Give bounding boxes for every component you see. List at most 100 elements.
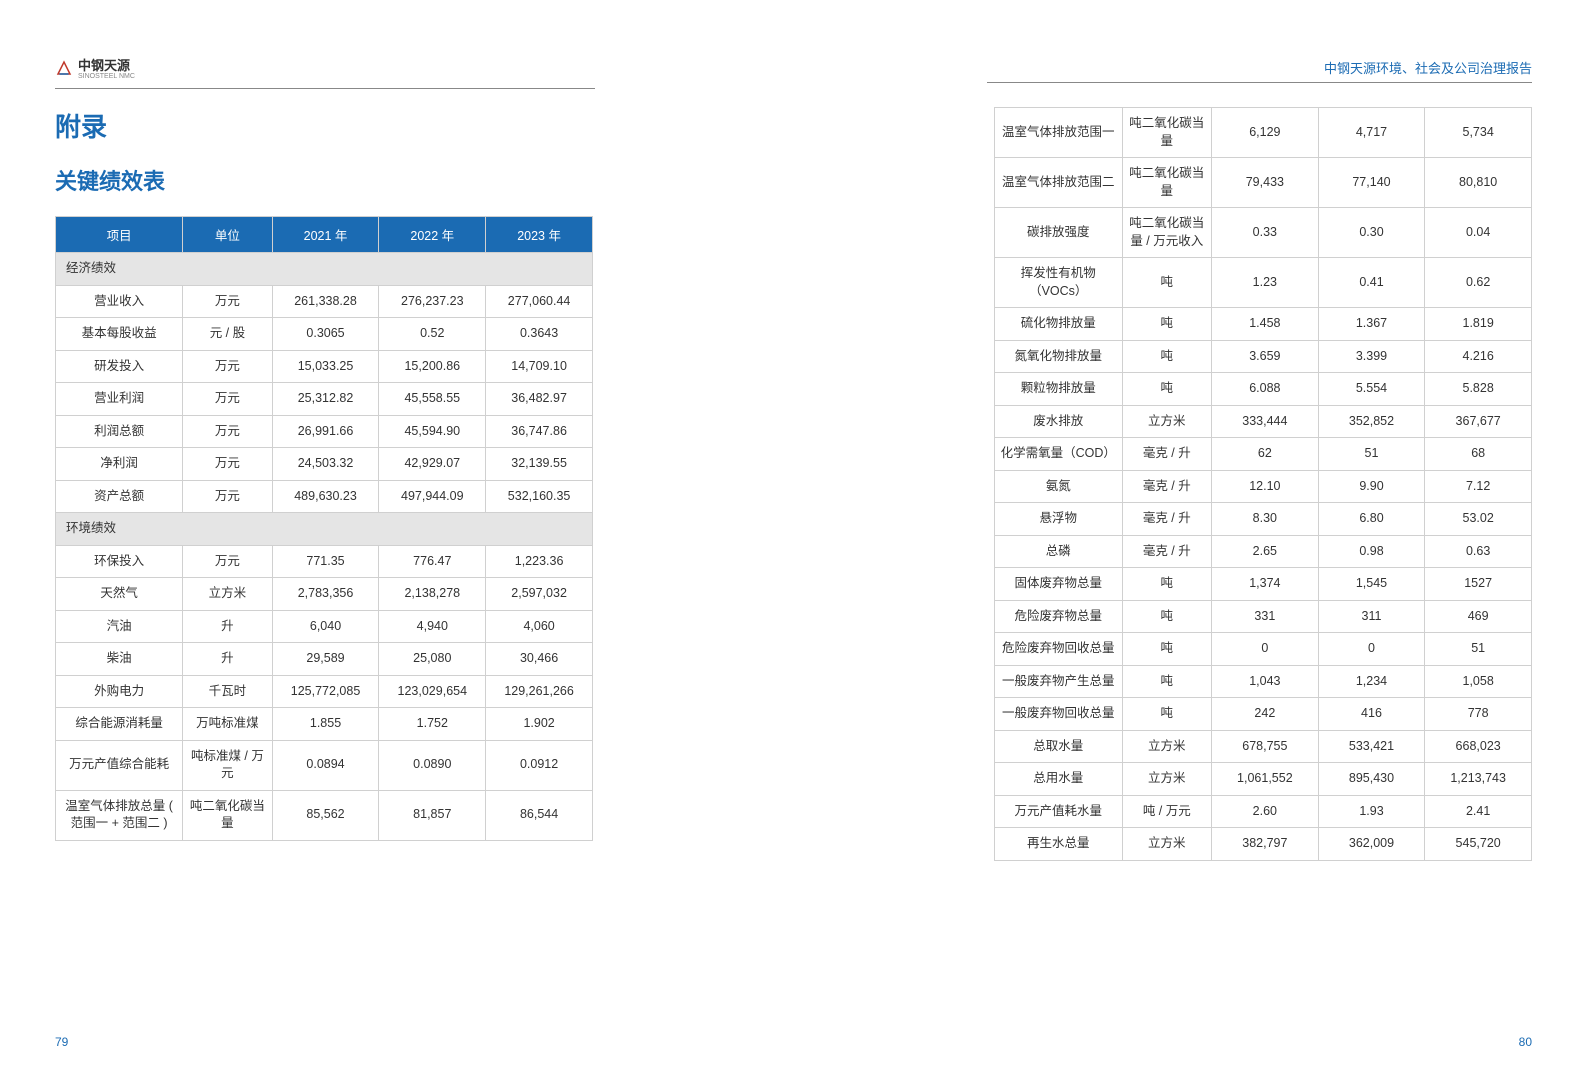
table-row: 再生水总量立方米382,797362,009545,720 <box>995 828 1532 861</box>
table-cell: 综合能源消耗量 <box>56 708 183 741</box>
left-column: 附录 关键绩效表 项目单位2021 年2022 年2023 年 经济绩效营业收入… <box>55 107 593 861</box>
table-row: 净利润万元24,503.3242,929.0732,139.55 <box>56 448 593 481</box>
table-cell: 24,503.32 <box>272 448 379 481</box>
table-cell: 1,058 <box>1425 665 1532 698</box>
table-cell: 51 <box>1425 633 1532 666</box>
table-cell: 0.41 <box>1318 258 1425 308</box>
table-cell: 25,080 <box>379 643 486 676</box>
table-cell: 778 <box>1425 698 1532 731</box>
table-cell: 0.0894 <box>272 740 379 790</box>
table-cell: 62 <box>1212 438 1319 471</box>
table-cell: 4,717 <box>1318 108 1425 158</box>
table-cell: 天然气 <box>56 578 183 611</box>
table-cell: 吨二氧化碳当量 <box>1122 158 1211 208</box>
table-cell: 毫克 / 升 <box>1122 470 1211 503</box>
table-row: 研发投入万元15,033.2515,200.8614,709.10 <box>56 350 593 383</box>
table-header-cell: 2022 年 <box>379 217 486 253</box>
table-cell: 立方米 <box>1122 730 1211 763</box>
table-cell: 15,033.25 <box>272 350 379 383</box>
table-cell: 1,223.36 <box>486 545 593 578</box>
table-cell: 85,562 <box>272 790 379 840</box>
table-cell: 废水排放 <box>995 405 1123 438</box>
table-cell: 吨二氧化碳当量 <box>1122 108 1211 158</box>
table-cell: 万元 <box>183 448 272 481</box>
table-cell: 总用水量 <box>995 763 1123 796</box>
table-cell: 危险废弃物回收总量 <box>995 633 1123 666</box>
table-cell: 碳排放强度 <box>995 208 1123 258</box>
table-cell: 1,213,743 <box>1425 763 1532 796</box>
table-row: 万元产值综合能耗吨标准煤 / 万元0.08940.08900.0912 <box>56 740 593 790</box>
table-cell: 123,029,654 <box>379 675 486 708</box>
table-cell: 0.04 <box>1425 208 1532 258</box>
table-cell: 0 <box>1212 633 1319 666</box>
table-cell: 0.52 <box>379 318 486 351</box>
table-cell: 0.62 <box>1425 258 1532 308</box>
table-cell: 30,466 <box>486 643 593 676</box>
table-cell: 4,940 <box>379 610 486 643</box>
table-cell: 1,061,552 <box>1212 763 1319 796</box>
table-cell: 469 <box>1425 600 1532 633</box>
table-cell: 45,594.90 <box>379 415 486 448</box>
table-cell: 吨二氧化碳当量 / 万元收入 <box>1122 208 1211 258</box>
table-cell: 4,060 <box>486 610 593 643</box>
table-cell: 再生水总量 <box>995 828 1123 861</box>
table-cell: 6,040 <box>272 610 379 643</box>
table-row: 万元产值耗水量吨 / 万元2.601.932.41 <box>995 795 1532 828</box>
table-cell: 0.63 <box>1425 535 1532 568</box>
table-cell: 吨 <box>1122 698 1211 731</box>
table-cell: 2,783,356 <box>272 578 379 611</box>
page-number-left: 79 <box>55 1035 68 1049</box>
table-cell: 1527 <box>1425 568 1532 601</box>
table-row: 温室气体排放总量 ( 范围一 + 范围二 )吨二氧化碳当量85,56281,85… <box>56 790 593 840</box>
table-cell: 776.47 <box>379 545 486 578</box>
table-row: 挥发性有机物（VOCs）吨1.230.410.62 <box>995 258 1532 308</box>
header-divider-right <box>987 82 1532 83</box>
table-row: 营业收入万元261,338.28276,237.23277,060.44 <box>56 285 593 318</box>
table-cell: 489,630.23 <box>272 480 379 513</box>
table-cell: 362,009 <box>1318 828 1425 861</box>
table-cell: 86,544 <box>486 790 593 840</box>
header-divider-left <box>55 88 595 89</box>
logo: 中钢天源 SINOSTEEL NMC <box>55 55 135 80</box>
table-cell: 53.02 <box>1425 503 1532 536</box>
table-cell: 79,433 <box>1212 158 1319 208</box>
table-cell: 129,261,266 <box>486 675 593 708</box>
table-cell: 固体废弃物总量 <box>995 568 1123 601</box>
table-cell: 万元 <box>183 350 272 383</box>
table-cell: 吨 <box>1122 600 1211 633</box>
table-cell: 0 <box>1318 633 1425 666</box>
table-row: 碳排放强度吨二氧化碳当量 / 万元收入0.330.300.04 <box>995 208 1532 258</box>
table-cell: 万元 <box>183 480 272 513</box>
company-logo-icon <box>55 59 73 77</box>
table-row: 汽油升6,0404,9404,060 <box>56 610 593 643</box>
table-cell: 276,237.23 <box>379 285 486 318</box>
table-row: 废水排放立方米333,444352,852367,677 <box>995 405 1532 438</box>
table-cell: 营业收入 <box>56 285 183 318</box>
table-cell: 1.855 <box>272 708 379 741</box>
table-cell: 1,374 <box>1212 568 1319 601</box>
table-cell: 颗粒物排放量 <box>995 373 1123 406</box>
table-cell: 温室气体排放范围二 <box>995 158 1123 208</box>
table-header-cell: 项目 <box>56 217 183 253</box>
table-cell: 氨氮 <box>995 470 1123 503</box>
table-cell: 毫克 / 升 <box>1122 503 1211 536</box>
table-cell: 5.554 <box>1318 373 1425 406</box>
table-cell: 668,023 <box>1425 730 1532 763</box>
table-cell: 32,139.55 <box>486 448 593 481</box>
logo-text-wrap: 中钢天源 SINOSTEEL NMC <box>78 55 135 80</box>
table-cell: 研发投入 <box>56 350 183 383</box>
table-cell: 1.902 <box>486 708 593 741</box>
table-cell: 771.35 <box>272 545 379 578</box>
table-cell: 吨 <box>1122 308 1211 341</box>
table-cell: 吨 <box>1122 568 1211 601</box>
table-row: 外购电力千瓦时125,772,085123,029,654129,261,266 <box>56 675 593 708</box>
table-row: 环保投入万元771.35776.471,223.36 <box>56 545 593 578</box>
table-cell: 净利润 <box>56 448 183 481</box>
table-row: 颗粒物排放量吨6.0885.5545.828 <box>995 373 1532 406</box>
table-cell: 外购电力 <box>56 675 183 708</box>
table-cell: 382,797 <box>1212 828 1319 861</box>
table-cell: 3.399 <box>1318 340 1425 373</box>
table-cell: 1,545 <box>1318 568 1425 601</box>
page-number-right: 80 <box>1519 1035 1532 1049</box>
table-section-header: 环境绩效 <box>56 513 593 546</box>
